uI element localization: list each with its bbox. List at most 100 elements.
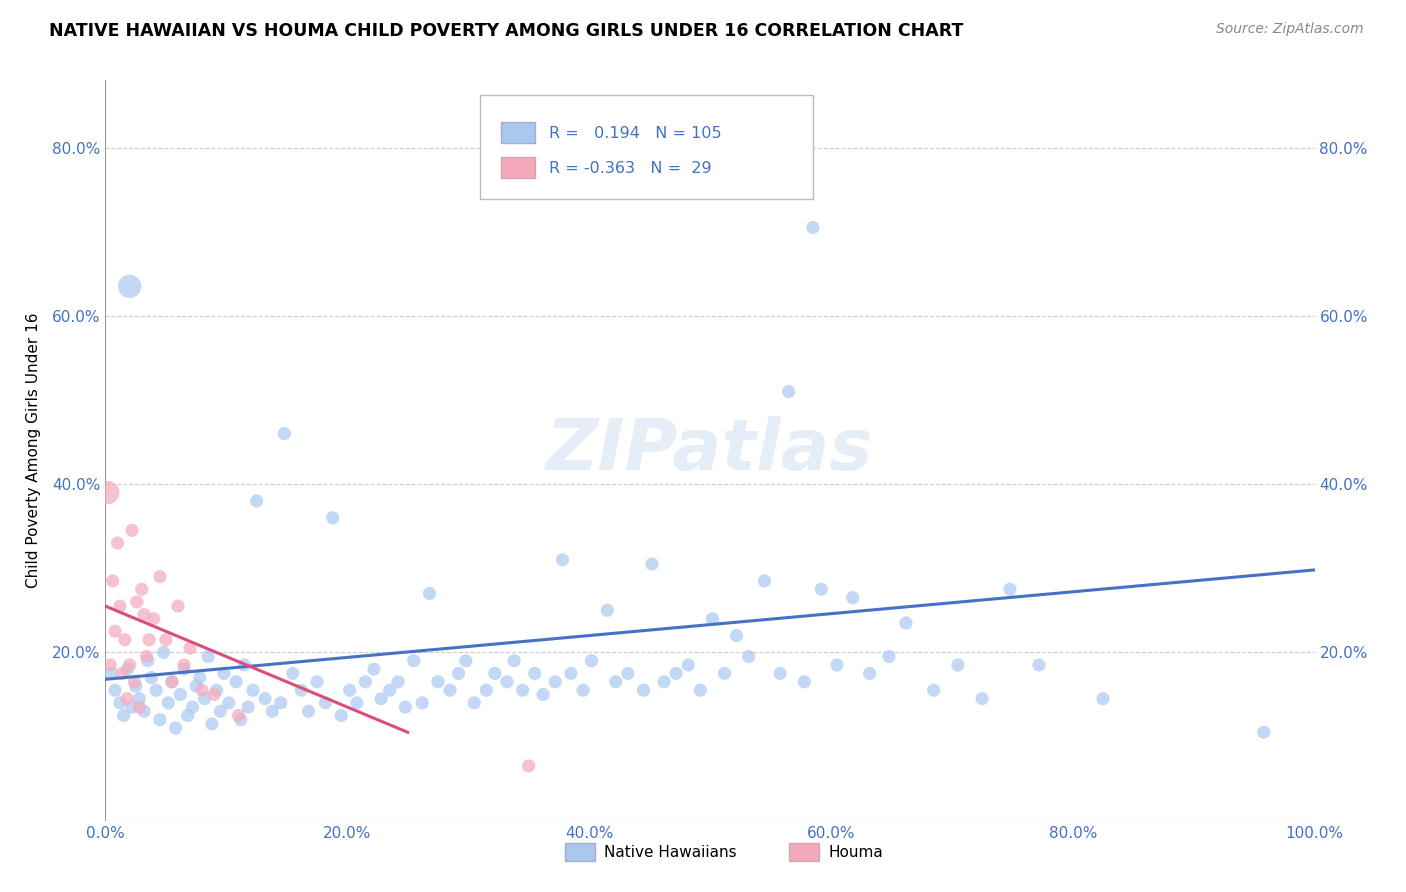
Point: [128, 691, 150, 706]
Point: [330, 708, 353, 723]
Point: [402, 654, 425, 668]
Point: [191, 683, 214, 698]
Text: NATIVE HAWAIIAN VS HOUMA CHILD POVERTY AMONG GIRLS UNDER 16 CORRELATION CHART: NATIVE HAWAIIAN VS HOUMA CHILD POVERTY A…: [49, 22, 963, 40]
FancyBboxPatch shape: [789, 843, 818, 862]
Point: [689, 683, 711, 698]
Text: R =   0.194   N = 105: R = 0.194 N = 105: [550, 126, 721, 141]
Point: [165, 721, 187, 735]
Point: [1253, 725, 1275, 739]
Point: [157, 696, 180, 710]
Y-axis label: Child Poverty Among Girls Under 16: Child Poverty Among Girls Under 16: [25, 313, 41, 588]
Point: [297, 704, 319, 718]
Point: [229, 713, 252, 727]
Point: [101, 574, 124, 588]
Point: [394, 700, 416, 714]
Point: [572, 683, 595, 698]
Point: [121, 524, 143, 538]
Point: [290, 683, 312, 698]
Point: [475, 683, 498, 698]
Point: [793, 674, 815, 689]
Point: [160, 674, 183, 689]
Point: [281, 666, 304, 681]
Point: [169, 688, 191, 702]
Point: [307, 674, 329, 689]
FancyBboxPatch shape: [501, 157, 534, 178]
Point: [186, 679, 208, 693]
Point: [378, 683, 401, 698]
Point: [111, 666, 134, 681]
Point: [315, 696, 337, 710]
Point: [665, 666, 688, 681]
Point: [225, 674, 247, 689]
Point: [418, 586, 440, 600]
FancyBboxPatch shape: [501, 122, 534, 144]
Point: [713, 666, 735, 681]
Point: [411, 696, 433, 710]
Point: [517, 759, 540, 773]
Point: [512, 683, 534, 698]
Point: [254, 691, 277, 706]
Point: [212, 666, 235, 681]
Point: [531, 688, 554, 702]
Point: [273, 426, 295, 441]
Point: [141, 671, 163, 685]
Point: [138, 632, 160, 647]
Point: [124, 679, 148, 693]
Point: [447, 666, 470, 681]
Point: [339, 683, 361, 698]
Point: [107, 536, 129, 550]
Point: [801, 220, 824, 235]
Point: [439, 683, 461, 698]
Point: [246, 494, 269, 508]
Point: [523, 666, 546, 681]
Point: [125, 595, 148, 609]
Text: R = -0.363   N =  29: R = -0.363 N = 29: [550, 161, 711, 176]
Point: [702, 612, 724, 626]
Point: [149, 713, 172, 727]
Point: [176, 708, 198, 723]
Text: Source: ZipAtlas.com: Source: ZipAtlas.com: [1216, 22, 1364, 37]
Point: [354, 674, 377, 689]
Point: [233, 658, 256, 673]
Point: [205, 683, 228, 698]
Point: [142, 612, 165, 626]
Point: [134, 704, 156, 718]
Text: Native Hawaiians: Native Hawaiians: [603, 845, 737, 860]
Point: [188, 671, 211, 685]
Point: [160, 674, 183, 689]
Point: [463, 696, 485, 710]
Point: [596, 603, 619, 617]
FancyBboxPatch shape: [481, 95, 813, 199]
Point: [167, 599, 190, 613]
Point: [551, 553, 574, 567]
Point: [894, 615, 917, 630]
Point: [754, 574, 776, 588]
Point: [242, 683, 264, 698]
Point: [946, 658, 969, 673]
Point: [363, 662, 385, 676]
Point: [641, 557, 664, 571]
Point: [346, 696, 368, 710]
Point: [173, 658, 195, 673]
Point: [605, 674, 627, 689]
Point: [173, 662, 195, 676]
Point: [121, 700, 143, 714]
Point: [201, 717, 224, 731]
Point: [136, 654, 159, 668]
Point: [841, 591, 863, 605]
Point: [131, 582, 153, 597]
Point: [236, 700, 259, 714]
Point: [124, 674, 146, 689]
Point: [617, 666, 640, 681]
Point: [202, 688, 225, 702]
Point: [115, 662, 138, 676]
Point: [115, 691, 138, 706]
Point: [503, 654, 526, 668]
Point: [877, 649, 900, 664]
FancyBboxPatch shape: [565, 843, 595, 862]
Point: [209, 704, 232, 718]
Point: [454, 654, 477, 668]
Point: [1092, 691, 1115, 706]
Point: [149, 569, 172, 583]
Point: [228, 708, 250, 723]
